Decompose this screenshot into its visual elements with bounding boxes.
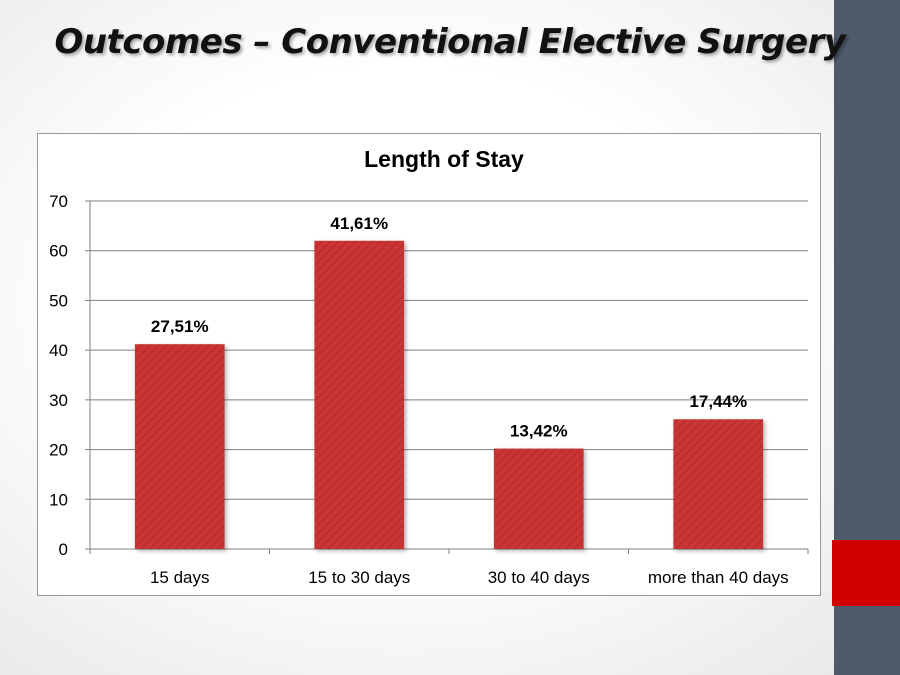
data-label: 13,42%	[510, 422, 568, 441]
y-tick-label: 50	[49, 291, 68, 310]
x-tick-label: 15 to 30 days	[308, 568, 410, 587]
x-tick-label: 30 to 40 days	[488, 568, 590, 587]
y-tick-label: 20	[49, 441, 68, 460]
data-label: 41,61%	[330, 214, 388, 233]
y-tick-label: 0	[59, 540, 68, 559]
bar	[493, 448, 584, 549]
bar	[134, 344, 225, 549]
axes: 0 10 20 30 40 50 60 70 15 days 15 to 30 days 30 to…	[49, 192, 809, 587]
data-label: 27,51%	[151, 317, 209, 336]
data-label: 17,44%	[689, 392, 747, 411]
x-tick-label: more than 40 days	[648, 568, 789, 587]
y-tick-label: 30	[49, 391, 68, 410]
y-tick-label: 60	[49, 242, 68, 261]
y-tick-label: 70	[49, 192, 68, 211]
bars	[134, 240, 764, 549]
slide-title: Outcomes – Conventional Elective Surgery	[54, 22, 846, 62]
y-tick-label: 10	[49, 490, 68, 509]
data-labels: 27,51% 41,61% 13,42% 17,44%	[151, 214, 747, 441]
y-tick-label: 40	[49, 341, 68, 360]
side-accent-block	[832, 540, 900, 606]
chart-title: Length of Stay	[364, 146, 524, 172]
bar	[314, 240, 405, 549]
chart-container: Length of Stay 0 10 20 30 40 50 60 70 15 days 15 …	[37, 133, 821, 596]
bar	[673, 419, 764, 549]
x-tick-label: 15 days	[150, 568, 210, 587]
bar-chart: Length of Stay 0 10 20 30 40 50 60 70 15 days 15 …	[49, 146, 809, 587]
